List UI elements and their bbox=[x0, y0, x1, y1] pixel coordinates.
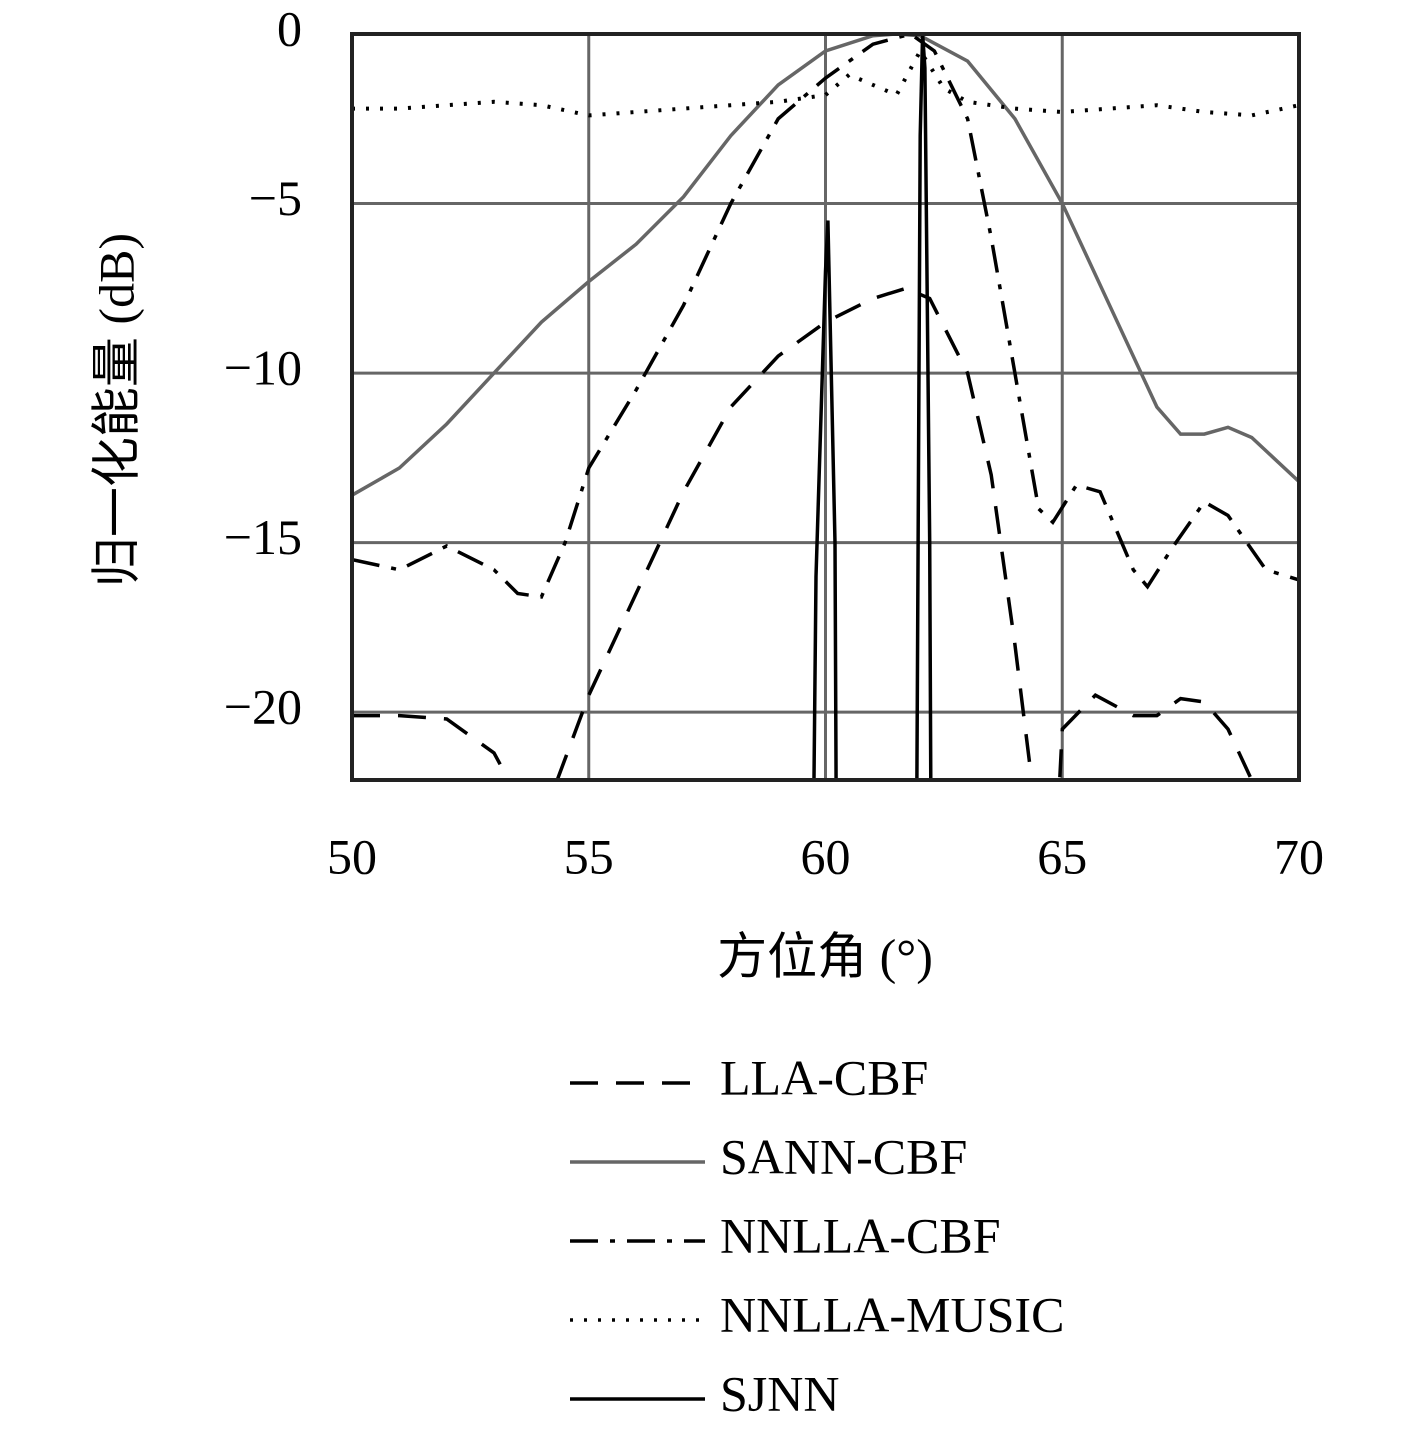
x-tick-label: 55 bbox=[564, 828, 614, 884]
y-tick-label: 0 bbox=[277, 0, 302, 56]
x-tick-label: 50 bbox=[327, 828, 377, 884]
x-tick-label: 70 bbox=[1274, 828, 1324, 884]
x-tick-label: 65 bbox=[1037, 828, 1087, 884]
y-tick-label: −20 bbox=[224, 679, 302, 735]
series-line bbox=[352, 47, 1299, 118]
legend-label: SANN-CBF bbox=[720, 1128, 967, 1184]
x-tick-label: 60 bbox=[801, 828, 851, 884]
y-tick-label: −10 bbox=[224, 340, 302, 396]
legend-label: LLA-CBF bbox=[720, 1049, 928, 1105]
series-line bbox=[812, 34, 933, 780]
legend-label: SJNN bbox=[720, 1365, 839, 1421]
legend-label: NNLLA-CBF bbox=[720, 1207, 1001, 1263]
y-tick-label: −5 bbox=[249, 170, 302, 226]
y-axis-label: 归一化能量 (dB) bbox=[88, 233, 144, 587]
y-tick-label: −15 bbox=[224, 509, 302, 565]
x-axis-label: 方位角 (°) bbox=[717, 928, 933, 984]
legend-label: NNLLA-MUSIC bbox=[720, 1286, 1064, 1342]
plot-frame bbox=[350, 32, 1301, 782]
